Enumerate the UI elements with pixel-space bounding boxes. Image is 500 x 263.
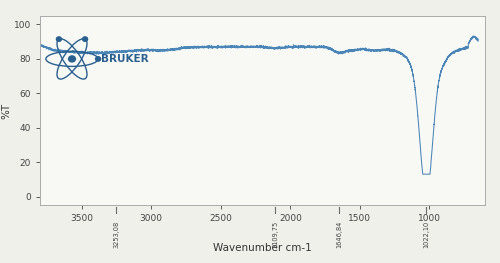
Circle shape — [56, 37, 62, 41]
Text: 1022,10: 1022,10 — [424, 221, 430, 248]
Text: 3253,08: 3253,08 — [113, 221, 119, 248]
Y-axis label: %T: %T — [1, 102, 11, 119]
Text: BRUKER: BRUKER — [101, 54, 148, 64]
Circle shape — [96, 57, 100, 61]
Text: 1646,84: 1646,84 — [336, 221, 342, 248]
Circle shape — [82, 37, 87, 41]
Circle shape — [68, 56, 75, 62]
X-axis label: Wavenumber cm-1: Wavenumber cm-1 — [213, 242, 312, 253]
Text: 2109,75: 2109,75 — [272, 221, 278, 248]
